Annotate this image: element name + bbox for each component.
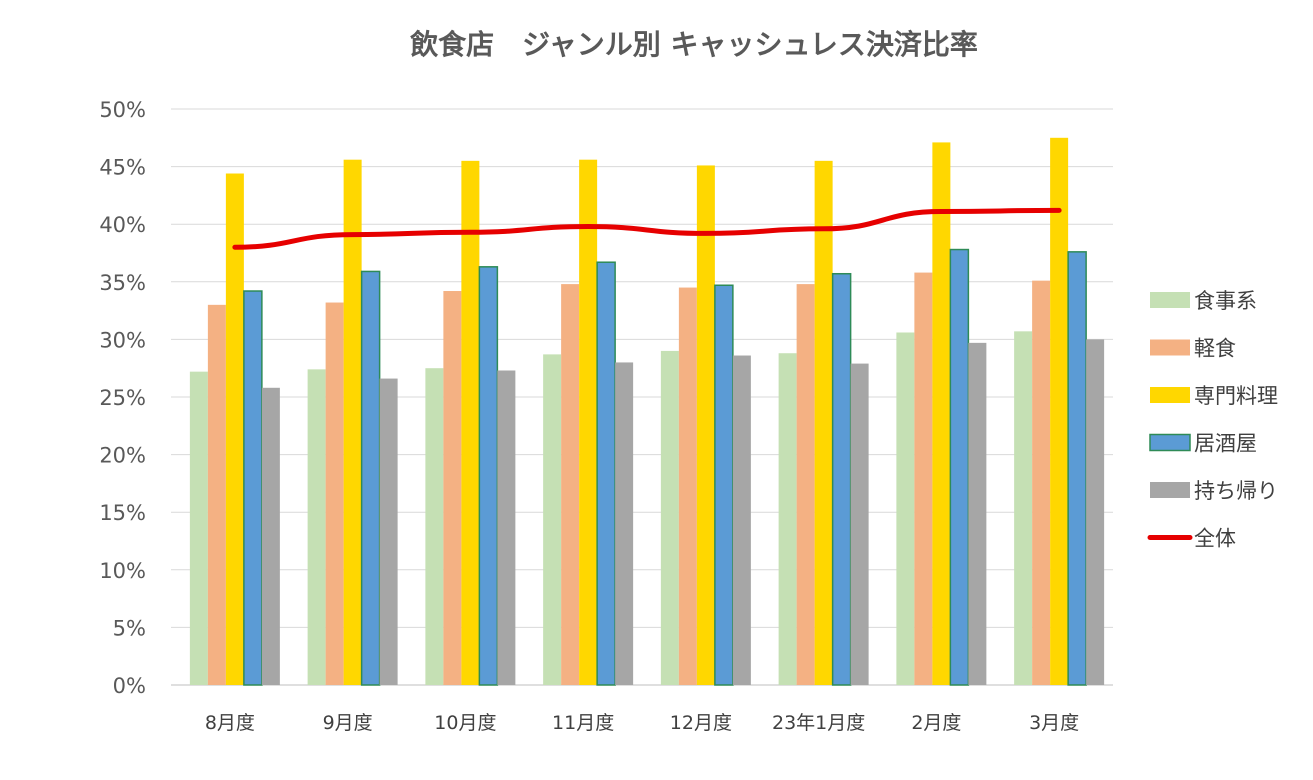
x-tick-label: 2月度 xyxy=(911,712,961,734)
bar-持ち帰り-12月度 xyxy=(732,355,751,685)
bar-持ち帰り-9月度 xyxy=(379,378,398,685)
bar-食事系-8月度 xyxy=(189,371,208,685)
x-axis-ticks: 8月度 9月度 10月度 11月度 12月度 23年1月度 2月度 3月度 xyxy=(205,712,1079,734)
chart-title: 飲食店 ジャンル別 キャッシュレス決済比率 xyxy=(410,28,978,61)
bar-軽食-2月度 xyxy=(914,272,933,685)
bar-軽食-9月度 xyxy=(325,302,344,685)
x-tick-label: 23年1月度 xyxy=(772,712,865,734)
y-tick-label: 45% xyxy=(99,156,146,180)
bar-居酒屋-8月度 xyxy=(243,290,263,686)
bar-持ち帰り-3月度 xyxy=(1086,339,1105,685)
bar-居酒屋-10月度 xyxy=(478,266,499,686)
bar-軽食-3月度 xyxy=(1032,280,1051,685)
y-tick-label: 40% xyxy=(99,213,146,237)
x-tick-label: 9月度 xyxy=(323,712,373,734)
bar-居酒屋-3月度 xyxy=(1067,251,1087,686)
bar-居酒屋-9月度 xyxy=(360,270,381,686)
legend-swatch-持ち帰り xyxy=(1150,482,1190,498)
legend-swatch-専門料理 xyxy=(1150,387,1190,403)
bar-食事系-12月度 xyxy=(660,350,679,685)
bar-居酒屋-12月度 xyxy=(714,284,734,686)
legend-swatch-食事系 xyxy=(1150,292,1190,308)
bar-専門料理-3月度 xyxy=(1050,137,1069,686)
bar-専門料理-11月度 xyxy=(579,159,598,686)
line-series xyxy=(232,207,1062,250)
legend-label: 持ち帰り xyxy=(1194,479,1278,503)
bar-食事系-11月度 xyxy=(543,354,562,685)
legend-label: 全体 xyxy=(1194,527,1236,551)
bar-食事系-2月度 xyxy=(896,332,915,685)
legend-label: 軽食 xyxy=(1194,337,1236,361)
bar-持ち帰り-23年1月度 xyxy=(850,363,869,685)
bar-軽食-23年1月度 xyxy=(796,284,815,685)
bar-専門料理-2月度 xyxy=(932,142,951,685)
bar-持ち帰り-2月度 xyxy=(968,342,987,685)
y-tick-label: 30% xyxy=(99,328,146,352)
legend-swatch-軽食 xyxy=(1150,339,1190,356)
bar-軽食-12月度 xyxy=(678,287,697,685)
legend-swatch-居酒屋 xyxy=(1149,433,1191,452)
bar-食事系-3月度 xyxy=(1014,331,1033,685)
bar-series xyxy=(189,137,1105,686)
line-全体 xyxy=(232,207,1062,250)
bar-持ち帰り-10月度 xyxy=(497,370,516,685)
bar-居酒屋-11月度 xyxy=(596,261,616,686)
y-tick-label: 0% xyxy=(113,674,146,698)
y-tick-label: 10% xyxy=(99,559,146,583)
bar-専門料理-8月度 xyxy=(225,173,244,685)
x-tick-label: 3月度 xyxy=(1029,712,1079,734)
y-tick-label: 50% xyxy=(99,98,146,122)
y-tick-label: 15% xyxy=(99,501,146,525)
bar-持ち帰り-8月度 xyxy=(261,387,280,685)
bar-食事系-23年1月度 xyxy=(778,353,797,685)
bar-持ち帰り-11月度 xyxy=(615,362,634,685)
y-tick-label: 20% xyxy=(99,444,146,468)
bar-専門料理-12月度 xyxy=(696,165,715,685)
x-tick-label: 8月度 xyxy=(205,712,255,734)
bar-食事系-10月度 xyxy=(425,368,444,685)
y-tick-label: 35% xyxy=(99,271,146,295)
x-tick-label: 12月度 xyxy=(670,712,732,734)
legend-label: 専門料理 xyxy=(1194,384,1278,408)
bar-専門料理-9月度 xyxy=(343,159,362,686)
x-tick-label: 11月度 xyxy=(552,712,614,734)
bar-軽食-11月度 xyxy=(561,284,580,685)
legend-label: 居酒屋 xyxy=(1194,432,1257,456)
bar-専門料理-23年1月度 xyxy=(814,160,833,686)
bar-軽食-8月度 xyxy=(207,304,226,685)
x-tick-label: 10月度 xyxy=(434,712,496,734)
y-axis-ticks: 0% 5% 10% 15% 20% 25% 30% 35% 40% 45% 50% xyxy=(99,98,146,698)
y-tick-label: 5% xyxy=(113,616,146,640)
bar-食事系-9月度 xyxy=(307,369,326,685)
bar-居酒屋-2月度 xyxy=(949,248,970,686)
bar-軽食-10月度 xyxy=(443,291,462,685)
legend-label: 食事系 xyxy=(1194,289,1257,313)
bar-専門料理-10月度 xyxy=(461,160,480,686)
bar-居酒屋-23年1月度 xyxy=(831,272,852,686)
y-tick-label: 25% xyxy=(99,386,146,410)
